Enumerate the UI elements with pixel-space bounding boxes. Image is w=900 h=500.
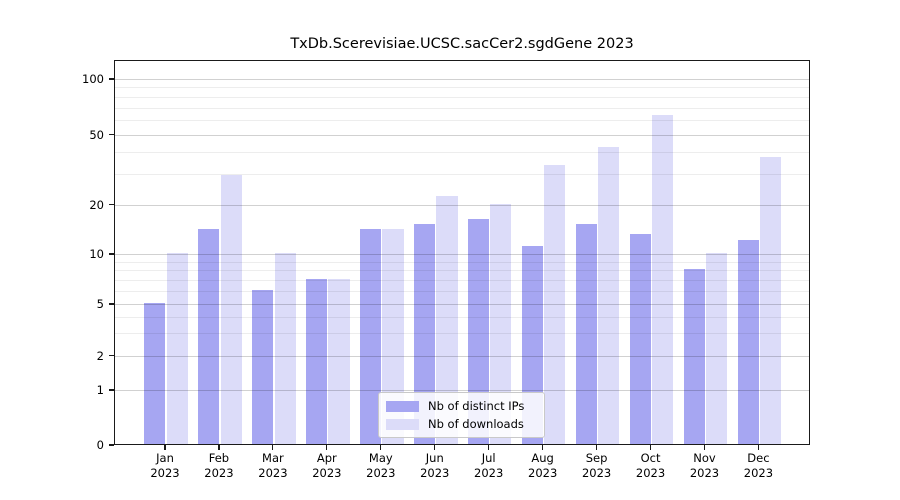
bar-distinct-ips [252,289,274,444]
x-tick-label: Feb 2023 [204,451,234,480]
y-gridline-minor [115,87,809,89]
x-tick-label: Apr 2023 [312,451,342,480]
y-tick-mark [108,133,114,136]
y-tick-label: 50 [89,127,104,142]
legend-swatch-distinct-ips [386,400,419,412]
legend-item-downloads: Nb of downloads [386,417,537,431]
legend-label-downloads: Nb of downloads [428,417,524,431]
y-gridline-minor [115,151,809,153]
bar-downloads [706,253,728,444]
bar-distinct-ips [306,278,328,444]
bar-distinct-ips [683,269,705,444]
plot-area [114,60,810,445]
y-gridline-major [115,254,809,255]
y-gridline-minor [115,96,809,98]
x-tick-mark [596,445,598,450]
x-tick-label: Sep 2023 [581,451,612,480]
y-tick-label: 1 [96,383,104,397]
y-gridline-minor [115,316,809,318]
bar-downloads [598,146,620,444]
legend-item-distinct-ips: Nb of distinct IPs [386,399,537,413]
y-tick-mark [108,253,114,255]
x-tick-mark [380,445,382,450]
bar-distinct-ips [144,303,166,444]
bar-distinct-ips [413,224,436,444]
x-tick-label: Oct 2023 [635,451,666,480]
x-tick-mark [757,445,760,450]
x-tick-label: Jan 2023 [150,451,180,480]
x-tick-mark [164,445,166,450]
bar-downloads [328,278,350,444]
x-tick-mark [703,445,706,450]
y-gridline-minor [115,107,809,109]
legend: Nb of distinct IPs Nb of downloads [378,392,545,438]
y-tick-label: 0 [96,438,104,452]
x-tick-label: Mar 2023 [258,451,288,480]
x-tick-mark [326,445,328,450]
y-tick-label: 100 [82,72,104,86]
x-tick-label: Aug 2023 [528,451,558,480]
bar-distinct-ips [629,234,651,444]
y-tick-label: 5 [96,297,104,311]
x-tick-label: May 2023 [366,451,396,480]
bar-downloads [436,196,458,444]
y-gridline-minor [115,332,809,334]
y-tick-label: 20 [89,197,104,212]
y-gridline-major [115,79,809,80]
x-tick-mark [272,445,274,450]
bar-downloads [760,156,782,444]
y-tick-mark [108,303,114,305]
y-tick-mark [108,389,114,391]
bar-distinct-ips [198,228,220,444]
legend-swatch-downloads [386,418,419,430]
x-tick-label: Nov 2023 [689,451,720,480]
bar-downloads [166,253,188,444]
y-tick-label: 2 [96,348,104,363]
y-tick-mark [108,354,114,357]
y-gridline-major [115,134,809,136]
y-gridline-minor [115,261,809,263]
y-tick-mark [108,444,114,446]
bar-distinct-ips [737,239,759,444]
bar-downloads [490,203,512,444]
x-tick-label: Jun 2023 [420,451,450,480]
x-tick-mark [488,445,490,450]
bar-downloads [274,253,296,444]
y-tick-label: 10 [89,247,104,261]
bar-downloads [220,175,242,444]
y-gridline-minor [115,290,809,292]
bar-downloads [652,115,674,444]
x-tick-mark [542,445,544,450]
chart-title: TxDb.Scerevisiae.UCSC.sacCer2.sgdGene 20… [290,36,634,52]
x-tick-mark [649,445,652,450]
y-gridline-minor [115,173,809,175]
y-gridline-minor [115,279,809,281]
bar-distinct-ips [575,224,597,444]
bar-downloads [544,165,566,444]
y-gridline-major [115,204,809,206]
x-tick-label: Jul 2023 [474,451,504,480]
x-tick-mark [218,445,220,450]
y-gridline-minor [115,270,809,272]
y-gridline-major [115,304,809,305]
bar-downloads [382,228,404,444]
legend-label-distinct-ips: Nb of distinct IPs [428,399,525,413]
y-tick-mark [108,78,114,80]
y-gridline-major [115,355,809,357]
x-tick-mark [434,445,436,450]
bar-distinct-ips [467,219,490,444]
bar-distinct-ips [360,228,382,444]
y-gridline-major [115,390,809,391]
y-tick-mark [108,203,114,206]
x-tick-label: Dec 2023 [743,451,774,480]
y-gridline-minor [115,119,809,121]
